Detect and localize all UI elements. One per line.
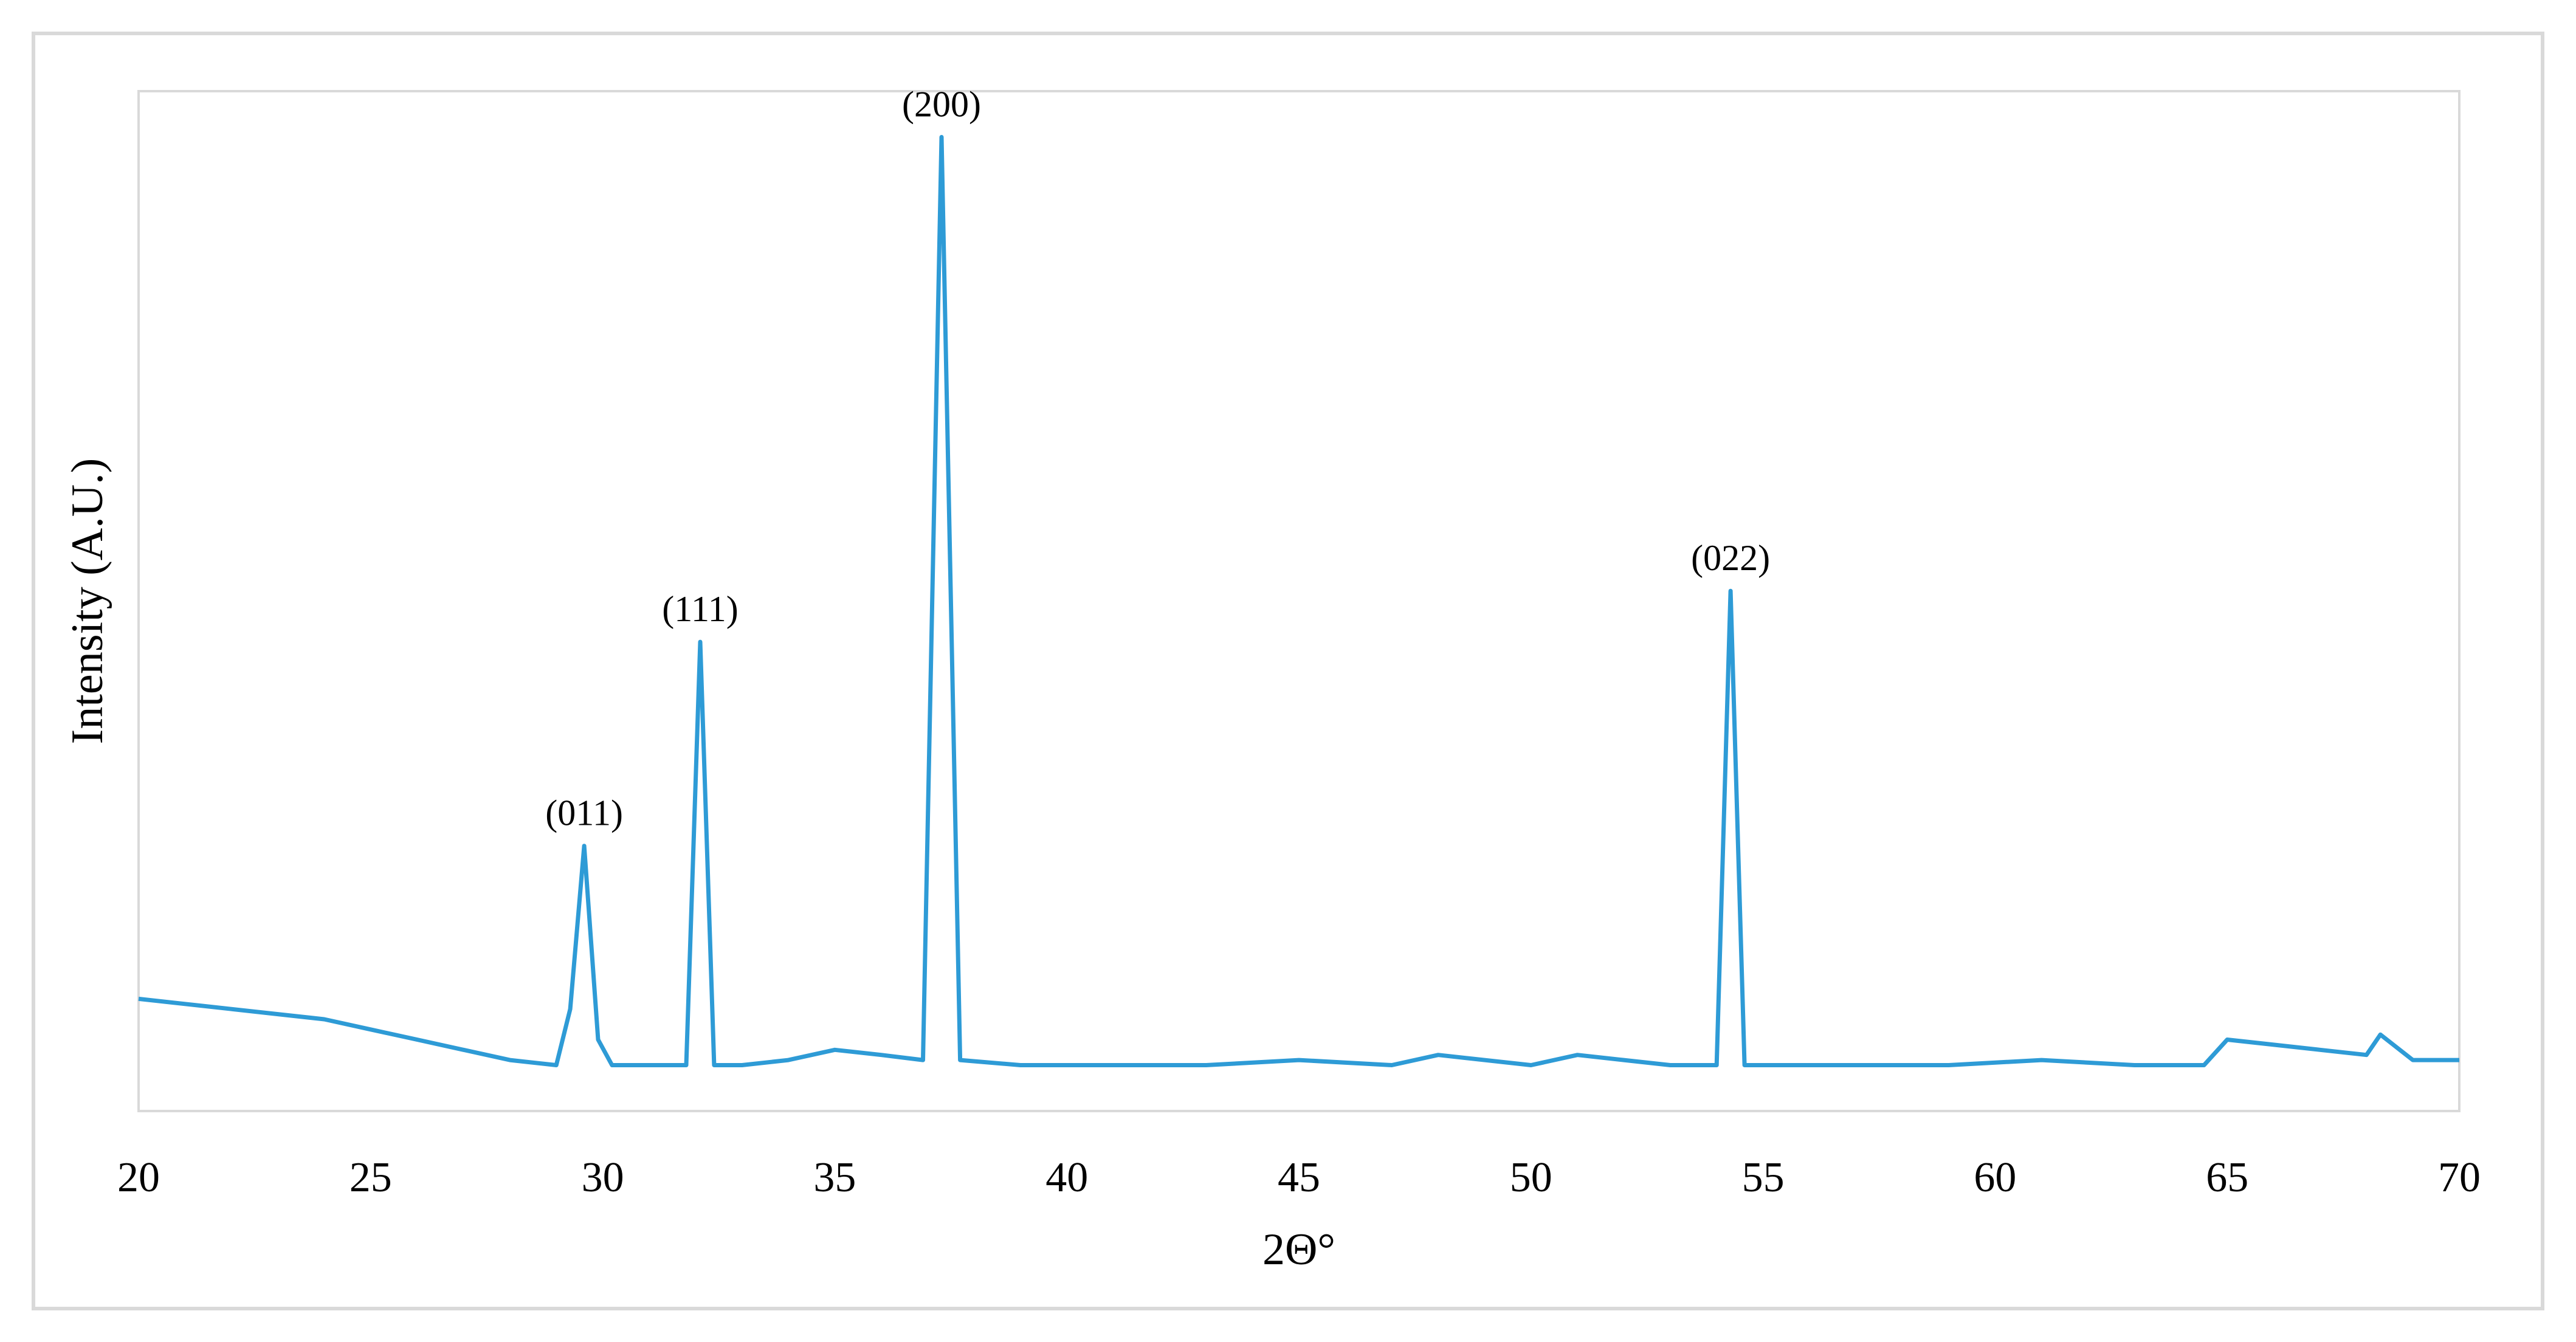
- x-tick-label: 30: [582, 1154, 624, 1201]
- peak-label: (200): [902, 84, 981, 125]
- x-tick-label: 55: [1742, 1154, 1785, 1201]
- peak-label: (111): [662, 589, 739, 629]
- peak-annotations: (011) (111) (200) (022): [545, 84, 1770, 833]
- x-tick-label: 45: [1278, 1154, 1320, 1201]
- y-axis-label: Intensity (A.U.): [63, 458, 112, 745]
- series-layer: [138, 135, 2459, 1067]
- x-tick-labels: 20 25 30 35 40 45 50 55 60 65 70: [117, 1154, 2481, 1201]
- x-tick-label: 25: [350, 1154, 392, 1201]
- x-tick-label: 60: [1974, 1154, 2016, 1201]
- series-line-0: [138, 135, 2459, 1067]
- x-axis-label: 2Θ°: [1262, 1225, 1335, 1275]
- peak-label: (011): [545, 793, 623, 833]
- x-tick-label: 35: [813, 1154, 856, 1201]
- peak-label: (022): [1691, 538, 1770, 578]
- x-tick-label: 50: [1510, 1154, 1552, 1201]
- x-tick-label: 20: [117, 1154, 160, 1201]
- plot-area: [137, 90, 2461, 1112]
- x-tick-label: 70: [2438, 1154, 2481, 1201]
- x-tick-label: 65: [2206, 1154, 2248, 1201]
- x-tick-label: 40: [1045, 1154, 1088, 1201]
